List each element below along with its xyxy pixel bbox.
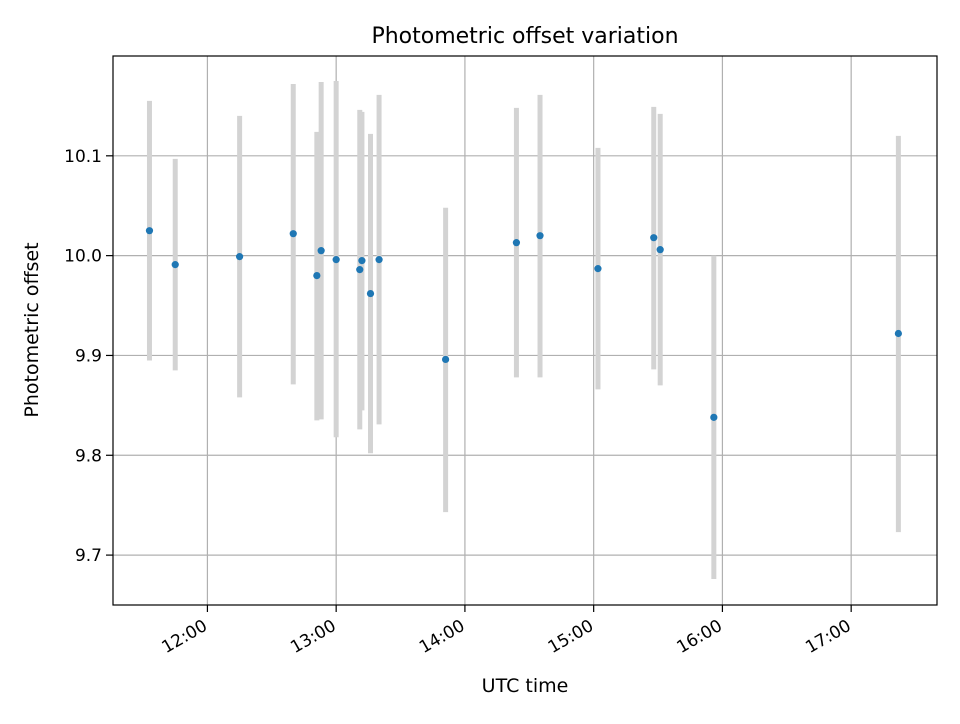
y-tick-label: 9.7 <box>75 546 102 566</box>
data-point <box>894 329 902 338</box>
data-point <box>356 266 364 274</box>
data-point <box>289 230 297 238</box>
data-point <box>375 256 383 264</box>
data-point <box>594 265 602 273</box>
data-point <box>236 253 244 261</box>
y-tick-label: 9.9 <box>75 346 102 366</box>
data-point <box>710 413 718 421</box>
chart-title: Photometric offset variation <box>371 24 678 49</box>
data-point <box>442 355 450 364</box>
data-point <box>536 232 544 240</box>
data-point <box>317 247 325 255</box>
data-point <box>358 257 366 265</box>
data-point <box>171 261 179 269</box>
data-point <box>650 234 658 242</box>
y-tick-label: 9.8 <box>75 446 102 466</box>
plot-frame <box>112 55 938 606</box>
y-tick-label: 10.1 <box>64 147 102 167</box>
data-point-layer <box>145 227 902 421</box>
data-point <box>366 289 375 298</box>
data-point <box>656 246 664 254</box>
x-axis-label: UTC time <box>482 675 569 697</box>
data-point <box>332 256 340 264</box>
y-axis-label: Photometric offset <box>21 242 43 417</box>
data-point <box>512 239 521 247</box>
data-point <box>145 227 154 235</box>
data-point <box>313 272 321 280</box>
y-tick-label: 10.0 <box>64 247 102 267</box>
